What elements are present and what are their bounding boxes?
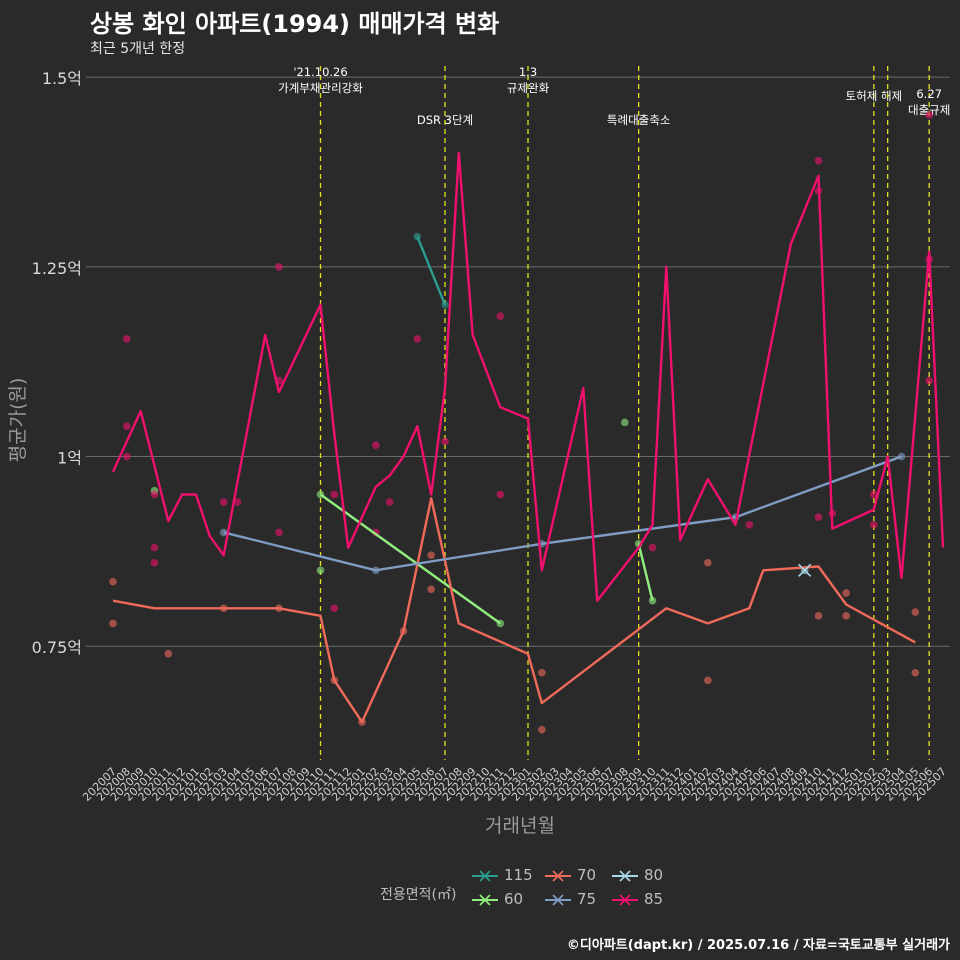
data-point-85 <box>219 498 228 506</box>
y-axis-label: 평균가(원) <box>7 378 29 463</box>
data-point-80 <box>798 563 812 577</box>
data-point-85 <box>385 498 394 506</box>
data-point-70 <box>109 577 117 586</box>
data-point-85 <box>441 437 449 446</box>
data-point-85 <box>123 422 131 430</box>
data-point-85 <box>648 543 657 552</box>
series-line-75 <box>223 455 902 572</box>
y-tick-label: 0.75억 <box>32 638 82 657</box>
legend-item-60: 60 <box>472 890 523 908</box>
data-point-85 <box>233 498 242 506</box>
series-line-70 <box>112 497 916 724</box>
legend: 전용면적(㎡) 115 60 70 75 80 85 <box>380 866 700 922</box>
y-tick-label: 1.25억 <box>32 259 82 278</box>
data-point-85 <box>870 490 878 499</box>
data-point-85 <box>814 513 823 522</box>
legend-swatch <box>472 893 498 906</box>
source-caption: ©디아파트(dapt.kr) / 2025.07.16 / 자료=국토교통부 실… <box>566 938 950 953</box>
series-line-60 <box>319 493 501 625</box>
series-line-60 <box>637 543 654 601</box>
event-label: 가계부채관리강화 <box>278 81 363 95</box>
legend-item-75: 75 <box>545 890 596 908</box>
y-tick-label: 1.5억 <box>42 69 82 88</box>
legend-swatch <box>612 893 638 906</box>
data-point-70 <box>427 551 435 559</box>
legend-label: 80 <box>644 866 664 884</box>
data-point-85 <box>275 528 283 537</box>
event-label: 특례대출축소 <box>607 113 670 127</box>
data-point-85 <box>870 521 878 529</box>
data-point-85 <box>123 452 131 461</box>
series-line-115 <box>416 236 447 306</box>
legend-label: 115 <box>504 866 533 884</box>
data-point-85 <box>330 604 339 613</box>
chart-subtitle: 최근 5개년 한정 <box>90 41 186 57</box>
event-label: 대출규제 <box>908 103 950 117</box>
data-point-85 <box>330 490 339 499</box>
legend-swatch <box>472 869 498 882</box>
data-point-60 <box>316 566 325 575</box>
data-point-75 <box>219 528 228 537</box>
data-point-70 <box>814 612 823 620</box>
data-point-70 <box>538 668 546 677</box>
data-point-70 <box>911 608 920 616</box>
data-point-70 <box>911 668 920 677</box>
event-label: 6.27 <box>916 87 942 101</box>
data-point-85 <box>275 263 283 271</box>
legend-title: 전용면적(㎡) <box>380 887 457 903</box>
legend-item-70: 70 <box>545 866 596 884</box>
legend-item-115: 115 <box>472 866 533 884</box>
event-label: DSR 3단계 <box>417 113 473 127</box>
legend-label: 70 <box>577 866 597 884</box>
event-label: 1.3 <box>519 65 537 79</box>
grid-lines <box>86 76 950 647</box>
data-point-85 <box>496 490 505 499</box>
series-layer <box>109 111 945 734</box>
series-line-85 <box>111 151 945 602</box>
data-point-85 <box>123 335 131 343</box>
data-point-70 <box>842 612 850 620</box>
data-point-60 <box>621 418 629 427</box>
data-point-85 <box>372 441 380 449</box>
data-point-70 <box>109 619 117 628</box>
data-point-85 <box>413 335 422 343</box>
legend-label: 60 <box>504 890 524 908</box>
data-point-70 <box>842 589 850 597</box>
data-point-70 <box>427 585 435 594</box>
legend-label: 75 <box>577 890 597 908</box>
data-point-85 <box>925 111 933 119</box>
data-point-85 <box>496 312 505 320</box>
data-point-85 <box>745 521 754 529</box>
y-tick-label: 1억 <box>57 449 82 468</box>
data-point-85 <box>150 558 159 567</box>
data-point-85 <box>150 490 159 499</box>
legend-swatch <box>545 869 571 882</box>
data-point-85 <box>925 376 933 385</box>
legend-label: 85 <box>644 890 664 908</box>
event-label: '21.10.26 <box>293 65 347 79</box>
event-label: 토허제 해제 <box>846 89 903 103</box>
data-point-70 <box>164 649 173 658</box>
legend-swatch <box>612 869 638 882</box>
data-point-85 <box>814 156 823 165</box>
event-label: 규제완화 <box>507 81 550 95</box>
data-point-70 <box>704 676 712 685</box>
data-point-70 <box>538 725 546 734</box>
legend-swatch <box>545 893 571 906</box>
data-point-85 <box>150 543 159 552</box>
chart-title: 상봉 화인 아파트(1994) 매매가격 변화 <box>90 10 500 38</box>
legend-item-80: 80 <box>612 866 663 884</box>
x-axis-label: 거래년월 <box>485 815 555 837</box>
data-point-70 <box>704 558 712 567</box>
legend-item-85: 85 <box>612 890 663 908</box>
axes: 0.75억1억1.25억1.5억202007202008202009202010… <box>32 69 949 804</box>
